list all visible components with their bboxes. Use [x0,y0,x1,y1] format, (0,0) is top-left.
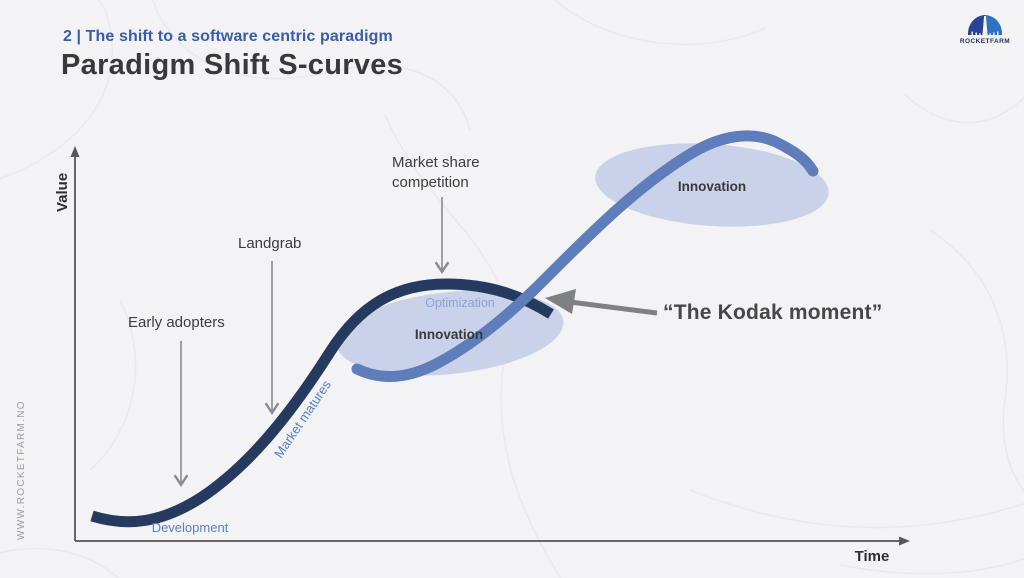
rocketfarm-logo-icon [968,15,1002,35]
kodak-moment-annotation: “The Kodak moment” [663,301,883,324]
innovation-label-mid: Innovation [415,327,483,342]
slide-eyebrow: 2 | The shift to a software centric para… [63,28,393,45]
rocketfarm-logo-text: ROCKETFARM [959,38,1011,45]
x-axis-arrowhead-icon [899,536,910,546]
development-label: Development [152,520,229,535]
optimization-label: Optimization [425,296,495,310]
rocketfarm-logo: ROCKETFARM [958,13,1012,45]
page-title: Paradigm Shift S-curves [61,49,404,81]
landgrab-annotation: Landgrab [238,235,302,252]
incumbent-s-curve [90,278,554,528]
y-axis-label: Value [54,173,71,212]
website-watermark: WWW.ROCKETFARM.NO [16,400,27,540]
kodak-moment-arrow [545,289,658,316]
disruptor-s-curve [351,130,819,382]
y-axis-arrowhead-icon [70,146,80,157]
early-adopters-annotation: Early adopters [128,314,225,331]
market-share-annotation: Market share competition [392,154,480,191]
innovation-label-top: Innovation [678,179,746,194]
x-axis-label: Time [855,548,890,565]
innovation-ellipse-top [595,143,829,227]
